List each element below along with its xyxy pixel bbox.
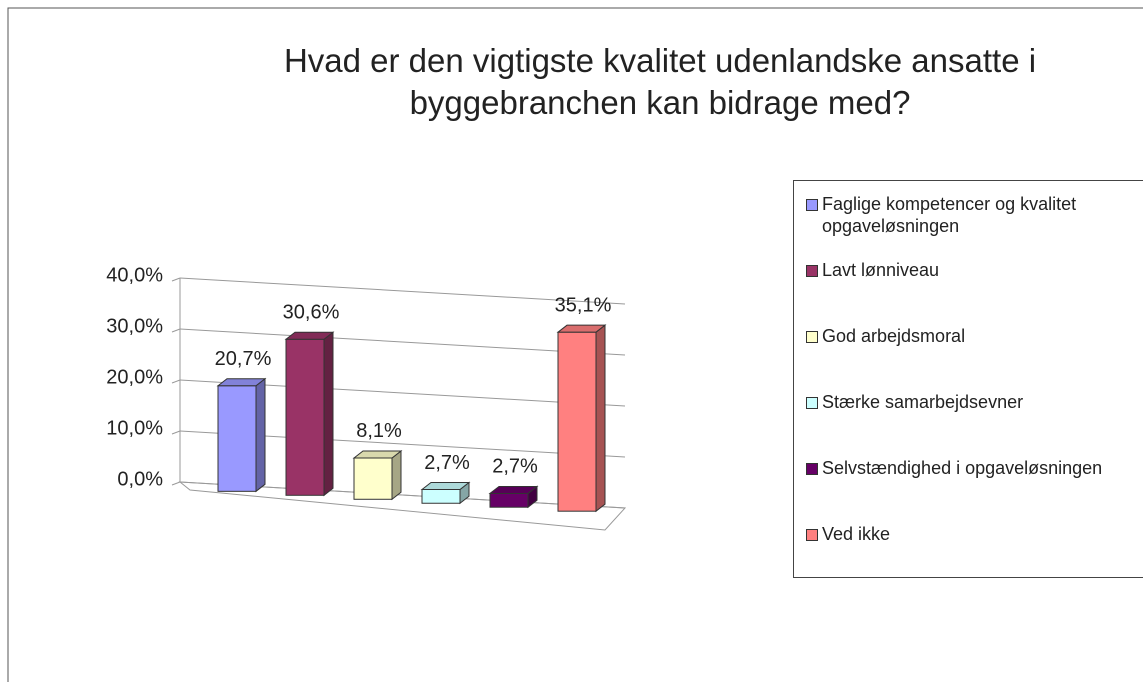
- tick-mark: [171, 277, 181, 282]
- legend-item: God arbejdsmoral: [806, 325, 1143, 391]
- data-label: 8,1%: [356, 420, 402, 442]
- y-tick-label: 40,0%: [106, 264, 163, 286]
- grid-line: [179, 328, 626, 356]
- y-tick-label: 30,0%: [106, 315, 163, 337]
- legend-item: Ved ikke: [806, 523, 1143, 589]
- legend-swatch: [806, 265, 818, 277]
- y-tick-label: 10,0%: [106, 417, 163, 439]
- tick-mark: [171, 481, 181, 486]
- legend-label: Stærke samarbejdsevner: [822, 392, 1024, 412]
- legend-item: Stærke samarbejdsevner: [806, 391, 1143, 457]
- legend-label: God arbejdsmoral: [822, 326, 966, 346]
- bar-top: [420, 481, 471, 490]
- bar-side: [391, 449, 402, 501]
- legend-swatch: [806, 463, 818, 475]
- chart-border: [7, 7, 1143, 682]
- legend-swatch: [806, 397, 818, 409]
- bar-top: [488, 485, 539, 494]
- legend-label: Lavt lønniveau: [822, 260, 940, 280]
- legend-label: Faglige kompetencer og kvalitet opgavelø…: [822, 194, 1077, 236]
- legend-label: Selvstændighed i opgaveløsningen: [822, 458, 1103, 478]
- chart-title: Hvad er den vigtigste kvalitet udenlands…: [283, 42, 1037, 121]
- bar-top: [352, 450, 403, 459]
- legend: Faglige kompetencer og kvalitet opgavelø…: [793, 180, 1143, 578]
- bar-top: [556, 324, 607, 333]
- tick-mark: [171, 379, 181, 384]
- legend-swatch: [806, 199, 818, 211]
- grid-line: [179, 277, 626, 305]
- legend-item: Lavt lønniveau: [806, 259, 1143, 325]
- bar-side: [595, 324, 606, 513]
- bar: [489, 492, 529, 508]
- legend-swatch: [806, 331, 818, 343]
- legend-label: Ved ikke: [822, 524, 891, 544]
- bar: [217, 385, 257, 492]
- data-label: 30,6%: [283, 302, 340, 324]
- tick-mark: [171, 328, 181, 333]
- tick-mark: [171, 430, 181, 435]
- data-label: 2,7%: [492, 456, 538, 478]
- bar: [353, 457, 393, 500]
- bar-side: [323, 331, 334, 497]
- legend-item: Selvstændighed i opgaveløsningen: [806, 457, 1143, 523]
- data-label: 2,7%: [424, 452, 470, 474]
- y-tick-label: 20,0%: [106, 366, 163, 388]
- legend-swatch: [806, 529, 818, 541]
- bar-top: [216, 378, 267, 387]
- bar: [557, 331, 597, 512]
- data-label: 20,7%: [215, 348, 272, 370]
- bar: [421, 488, 461, 504]
- legend-item: Faglige kompetencer og kvalitet opgavelø…: [806, 193, 1143, 259]
- bar: [285, 338, 325, 496]
- data-label: 35,1%: [555, 294, 612, 316]
- bar-side: [255, 377, 266, 493]
- bar-top: [284, 331, 335, 340]
- y-tick-label: 0,0%: [117, 468, 163, 490]
